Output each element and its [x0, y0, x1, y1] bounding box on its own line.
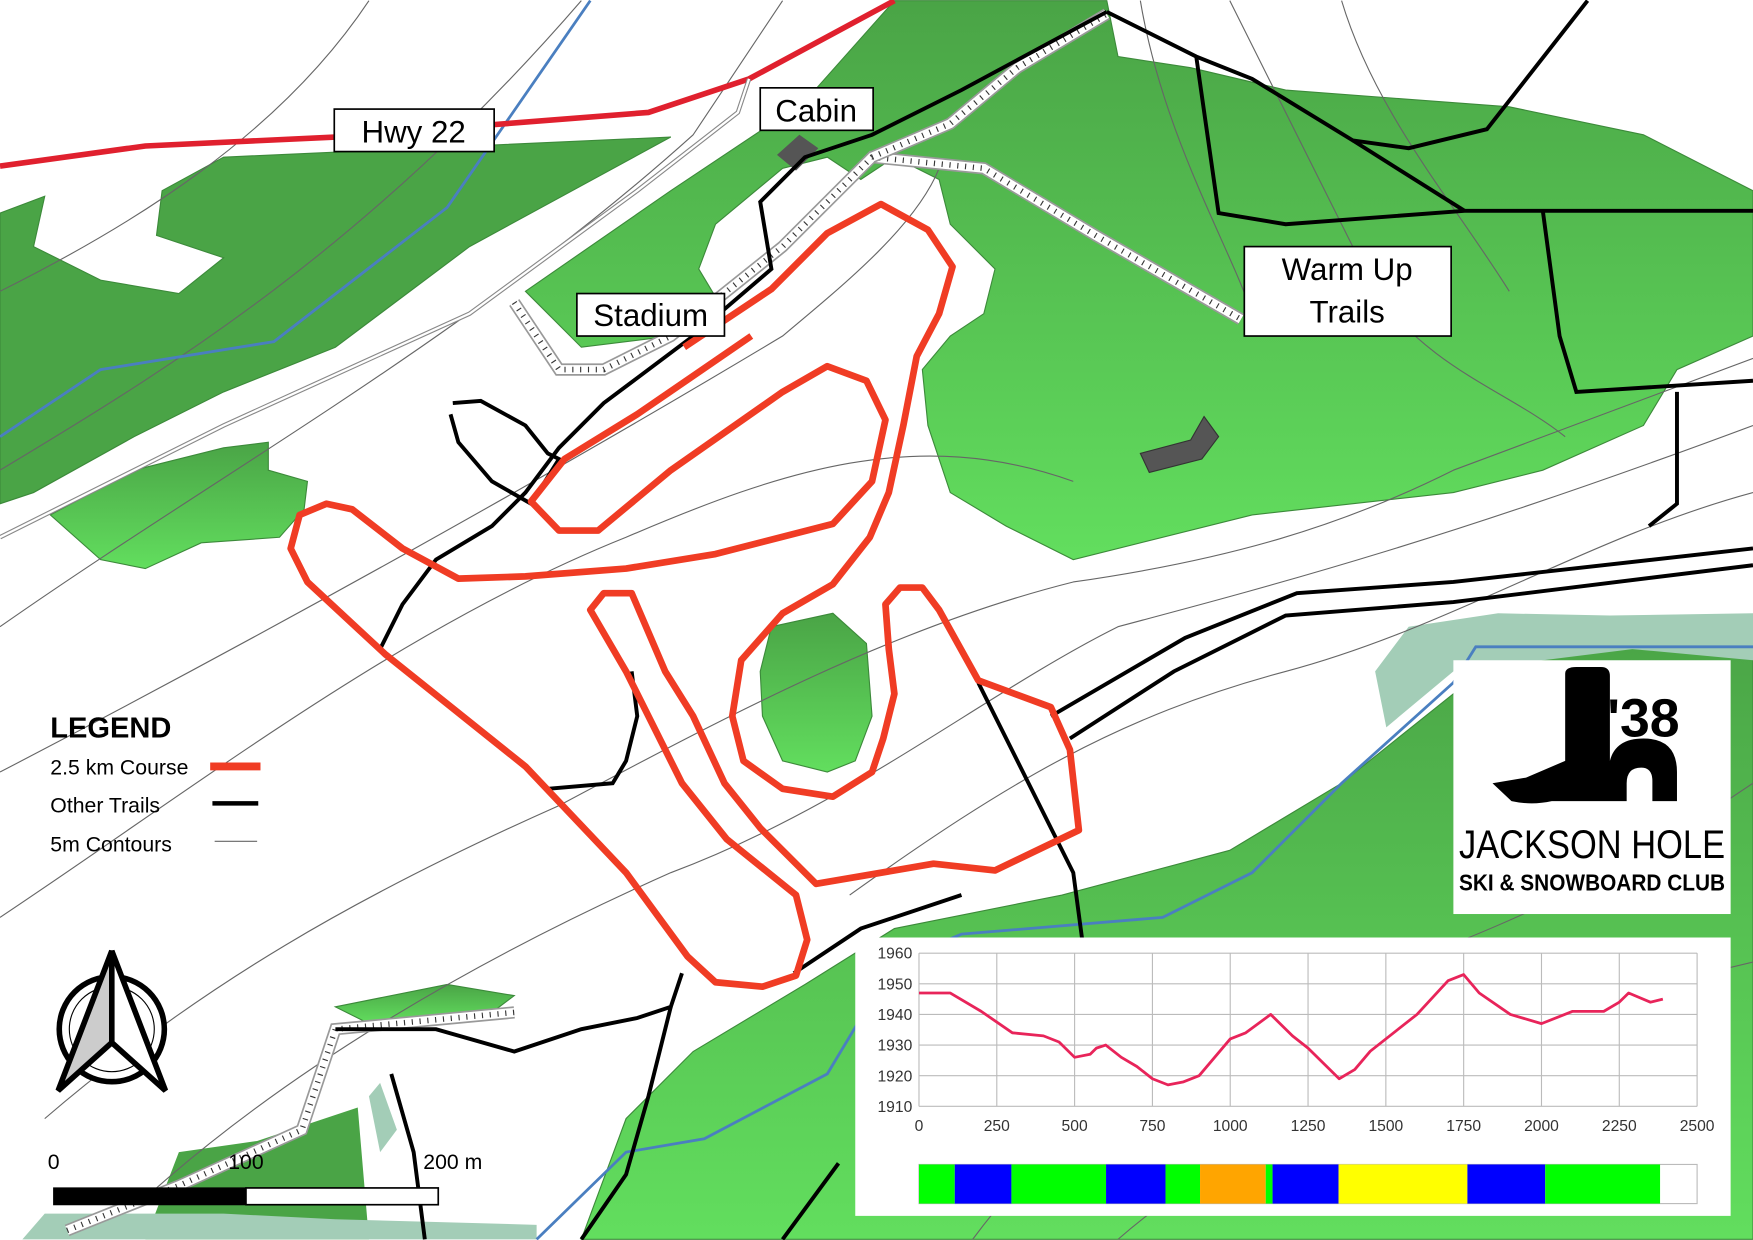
x-tick-label: 500 — [1062, 1118, 1088, 1135]
legend-trails-label: Other Trails — [50, 793, 160, 817]
warmup-label-line2: Trails — [1309, 295, 1384, 330]
x-tick-label: 2000 — [1524, 1118, 1559, 1135]
logo-line1: JACKSON HOLE — [1459, 822, 1725, 867]
forest-area — [524, 0, 1753, 561]
x-tick-label: 1000 — [1213, 1118, 1248, 1135]
legend-title: LEGEND — [50, 712, 171, 744]
scale-bar: 0 100 200 m — [48, 1150, 482, 1206]
scale-tick-100: 100 — [228, 1150, 263, 1174]
y-tick-label: 1920 — [877, 1068, 912, 1085]
cabin-label-text: Cabin — [775, 93, 857, 128]
difficulty-segment — [1011, 1164, 1107, 1204]
forest-area — [0, 136, 672, 505]
label-warm-up-trails: Warm Up Trails — [1243, 245, 1452, 337]
north-arrow-icon — [55, 949, 169, 1093]
y-tick-label: 1940 — [877, 1007, 912, 1024]
wetland-area — [1375, 613, 1753, 728]
elevation-profile-chart: 0 250 500 750 1000 1250 1500 1750 2000 2250 2500 19… — [855, 937, 1731, 1216]
difficulty-segment — [1545, 1164, 1661, 1204]
boot-logo-icon — [1492, 666, 1677, 804]
x-tick-label: 250 — [984, 1118, 1010, 1135]
club-logo: '38 JACKSON HOLE SKI & SNOWBOARD CLUB — [1453, 660, 1731, 915]
label-cabin: Cabin — [759, 87, 874, 132]
difficulty-segment — [1165, 1164, 1201, 1204]
access-road-inner — [0, 78, 751, 539]
difficulty-segment — [1467, 1164, 1546, 1204]
hwy-label-text: Hwy 22 — [361, 115, 465, 150]
legend-course-label: 2.5 km Course — [50, 755, 188, 779]
forest-area — [49, 441, 309, 570]
difficulty-segment — [1200, 1164, 1266, 1204]
x-tick-label: 0 — [915, 1118, 924, 1135]
x-tick-label: 2500 — [1680, 1118, 1715, 1135]
x-tick-label: 1250 — [1291, 1118, 1326, 1135]
scale-tick-200: 200 m — [423, 1150, 482, 1174]
race-course — [287, 200, 1083, 991]
difficulty-segment — [918, 1164, 955, 1204]
y-tick-label: 1950 — [877, 976, 912, 993]
wetland-area — [22, 1213, 537, 1240]
lodge-building — [1139, 415, 1220, 474]
y-tick-label: 1960 — [877, 946, 912, 963]
label-hwy-22: Hwy 22 — [333, 108, 495, 153]
difficulty-segment — [1272, 1164, 1339, 1204]
legend: LEGEND 2.5 km Course Other Trails 5m Con… — [50, 712, 261, 856]
x-tick-label: 1750 — [1446, 1118, 1481, 1135]
elevation-series-line — [918, 973, 1664, 1087]
x-tick-label: 2250 — [1602, 1118, 1637, 1135]
difficulty-segment — [954, 1164, 1012, 1204]
logo-line2: SKI & SNOWBOARD CLUB — [1459, 870, 1725, 896]
stadium-label-text: Stadium — [593, 298, 708, 333]
other-trails — [335, 0, 1753, 1240]
x-tick-label: 750 — [1139, 1118, 1165, 1135]
x-tick-label: 1500 — [1368, 1118, 1403, 1135]
warmup-label-line1: Warm Up — [1282, 252, 1413, 287]
difficulty-segment — [1106, 1164, 1166, 1204]
forest-area — [145, 1107, 369, 1240]
scale-tick-0: 0 — [48, 1150, 60, 1174]
label-stadium: Stadium — [576, 292, 726, 337]
difficulty-segment — [1265, 1164, 1273, 1204]
difficulty-segment — [1338, 1164, 1468, 1204]
y-tick-label: 1910 — [877, 1099, 912, 1116]
y-tick-label: 1930 — [877, 1038, 912, 1055]
legend-contours-label: 5m Contours — [50, 832, 172, 856]
forest-area — [759, 612, 873, 773]
logo-year: '38 — [1607, 688, 1679, 748]
cabin-building — [776, 134, 819, 171]
wetland-area — [368, 1082, 397, 1153]
